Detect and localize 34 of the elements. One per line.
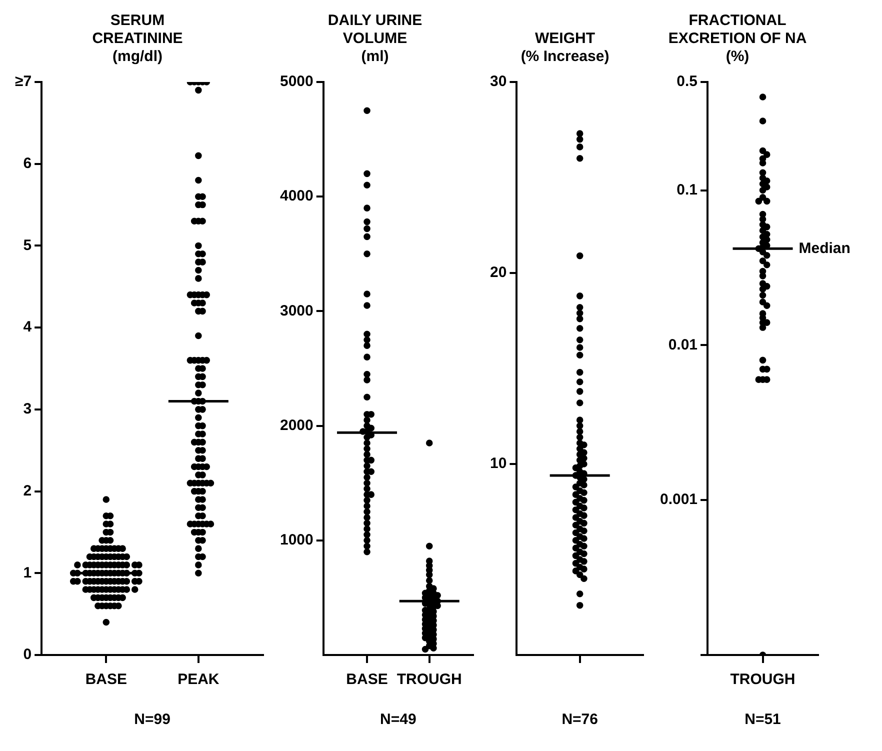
x-axis-title: N=76	[562, 711, 598, 728]
y-tick-label: 0.01	[668, 336, 698, 354]
y-tick-label: 2000	[280, 416, 314, 434]
y-tick-label: 4000	[280, 188, 314, 205]
y-tick-label: 6	[23, 155, 32, 172]
x-tick-label: BASE	[85, 671, 127, 688]
chart-title: DAILY URINE VOLUME (ml)	[328, 12, 422, 66]
y-tick-label: 1	[23, 564, 32, 582]
y-tick-label: 0	[23, 646, 32, 664]
chart-title: FRACTIONAL EXCRETION OF NA (%)	[668, 12, 807, 66]
y-tick-label: 2	[23, 482, 32, 500]
x-tick-label: TROUGH	[730, 671, 796, 688]
x-tick-label: BASE	[346, 671, 388, 688]
chart-title: SERUM CREATININE (mg/dl)	[92, 12, 183, 66]
y-tick-label: 20	[490, 264, 507, 282]
x-axis-title: N=49	[380, 711, 416, 728]
y-tick-label: 4	[23, 318, 32, 336]
y-tick-label: 1000	[280, 532, 314, 549]
y-tick-label: 3	[23, 400, 32, 418]
chart-title: WEIGHT (% Increase)	[520, 30, 610, 66]
y-tick-label: 5	[23, 236, 32, 254]
y-tick-label: 0.1	[676, 181, 698, 198]
y-tick-label: 0.5	[676, 73, 698, 90]
y-tick-label: 3000	[280, 302, 314, 320]
y-tick-label: ≥7	[14, 73, 32, 90]
x-tick-label: PEAK	[178, 671, 220, 688]
y-tick-label: 5000	[280, 73, 314, 90]
y-tick-label: 30	[490, 73, 507, 90]
y-tick-label: 0.001	[660, 491, 698, 508]
x-tick-label: TROUGH	[396, 671, 462, 688]
x-axis-title: N=99	[134, 711, 170, 728]
y-tick-label: 10	[490, 455, 507, 472]
ref-line-label: Median	[798, 240, 850, 257]
x-axis-title: N=51	[744, 711, 781, 728]
